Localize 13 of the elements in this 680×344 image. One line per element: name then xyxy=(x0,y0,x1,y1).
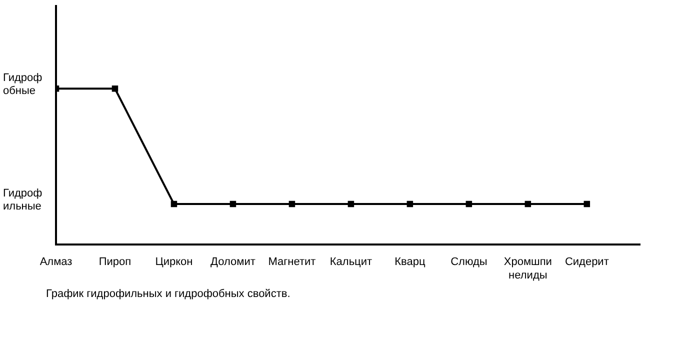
x-tick-label: Слюды xyxy=(450,256,488,268)
text: График гидрофильных и гидрофобных свойств. xyxy=(46,288,290,300)
text: Гидроф ильные xyxy=(3,188,42,213)
x-tick-label: Пироп xyxy=(98,256,132,268)
text: Гидроф обные xyxy=(3,72,42,98)
x-tick-label: Циркон xyxy=(155,256,193,268)
x-tick-label: Хромшпи нелиды xyxy=(504,256,552,282)
x-tick-label: Магнетит xyxy=(268,256,316,268)
x-tick-label: Кальцит xyxy=(330,256,372,268)
x-tick-label: Сидерит xyxy=(564,256,609,268)
x-tick-label: Кварц xyxy=(394,256,426,268)
x-tick-label: Доломит xyxy=(210,256,256,268)
x-tick-label: Алмаз xyxy=(40,256,72,268)
